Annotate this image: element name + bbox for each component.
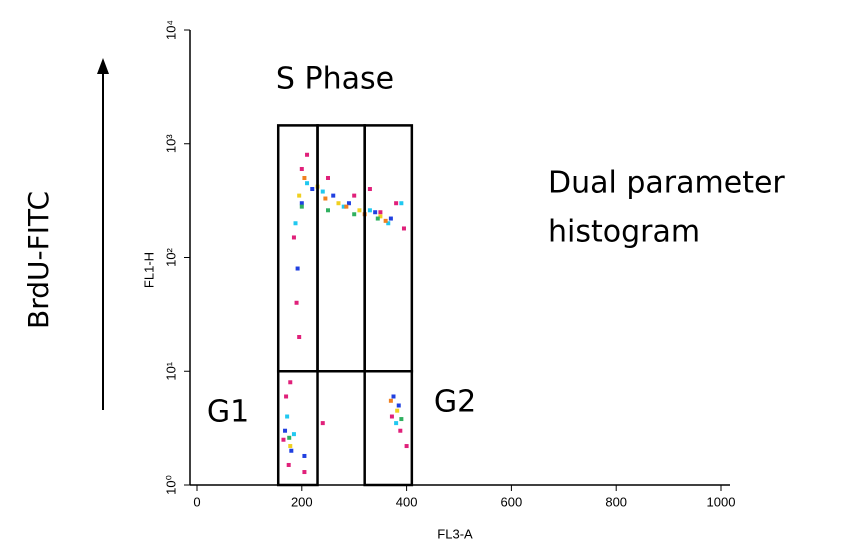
gate [316,124,366,373]
point [398,428,403,433]
point [284,394,289,399]
point [352,212,357,217]
point [305,152,310,157]
point [388,398,393,403]
point [399,201,404,206]
point [391,394,396,399]
point [396,403,401,408]
point [285,414,290,419]
annotation: G2 [434,385,476,420]
point [297,335,302,340]
point [383,218,388,223]
y-tick-label: 10⁰ [163,475,178,495]
point [299,204,304,209]
point [367,208,372,213]
point [326,208,330,213]
y-axis-label: FL1-H [141,252,156,288]
point [302,453,307,458]
point [288,380,293,385]
y-tick-label: 10¹ [163,361,178,380]
point [326,175,330,180]
x-tick-label: 0 [193,494,200,509]
point [289,448,294,453]
annotation: G1 [207,395,249,430]
point [395,408,400,413]
point [378,210,383,215]
point [294,300,299,305]
point [346,201,351,206]
point [399,417,404,422]
x-tick-label: 1000 [707,494,736,509]
point [336,201,341,206]
point [386,221,391,226]
point [394,421,399,426]
point [299,166,304,171]
point [373,210,378,215]
point [305,181,310,186]
x-tick-label: 800 [605,494,627,509]
point [378,214,383,219]
point [320,189,325,194]
point [283,428,288,433]
point [352,193,357,198]
x-tick-label: 400 [396,494,418,509]
y-tick-label: 10⁴ [163,20,178,40]
point [320,421,325,426]
gate [363,370,414,487]
point [293,221,298,226]
point [389,414,394,419]
point [302,470,307,475]
point [310,187,315,192]
annotation: S Phase [276,62,394,97]
point [357,208,362,213]
point [401,226,406,231]
arrow-head [97,58,109,74]
point [388,216,393,221]
point [288,444,293,449]
gate [363,124,414,373]
x-tick-label: 200 [291,494,313,509]
point [287,435,292,440]
point [299,201,304,206]
point [341,204,346,209]
y-tick-label: 10² [163,247,178,266]
x-tick-label: 600 [501,494,523,509]
point [302,175,307,180]
gate [276,124,319,373]
point [295,266,300,271]
point [404,444,409,449]
point [281,437,286,442]
point [291,432,296,437]
annotation: Dual parameter [548,166,785,201]
annotation: histogram [548,215,700,250]
point [367,187,372,192]
y-tick-label: 10³ [163,134,178,153]
point [394,201,399,206]
point [344,204,349,209]
gate [276,370,319,487]
x-axis-label: FL3-A [437,526,473,541]
point [375,216,380,221]
point [331,193,336,198]
point [323,196,328,201]
point [297,193,302,198]
side-label: BrdU-FITC [22,191,55,329]
point [291,235,296,240]
point [286,462,291,467]
